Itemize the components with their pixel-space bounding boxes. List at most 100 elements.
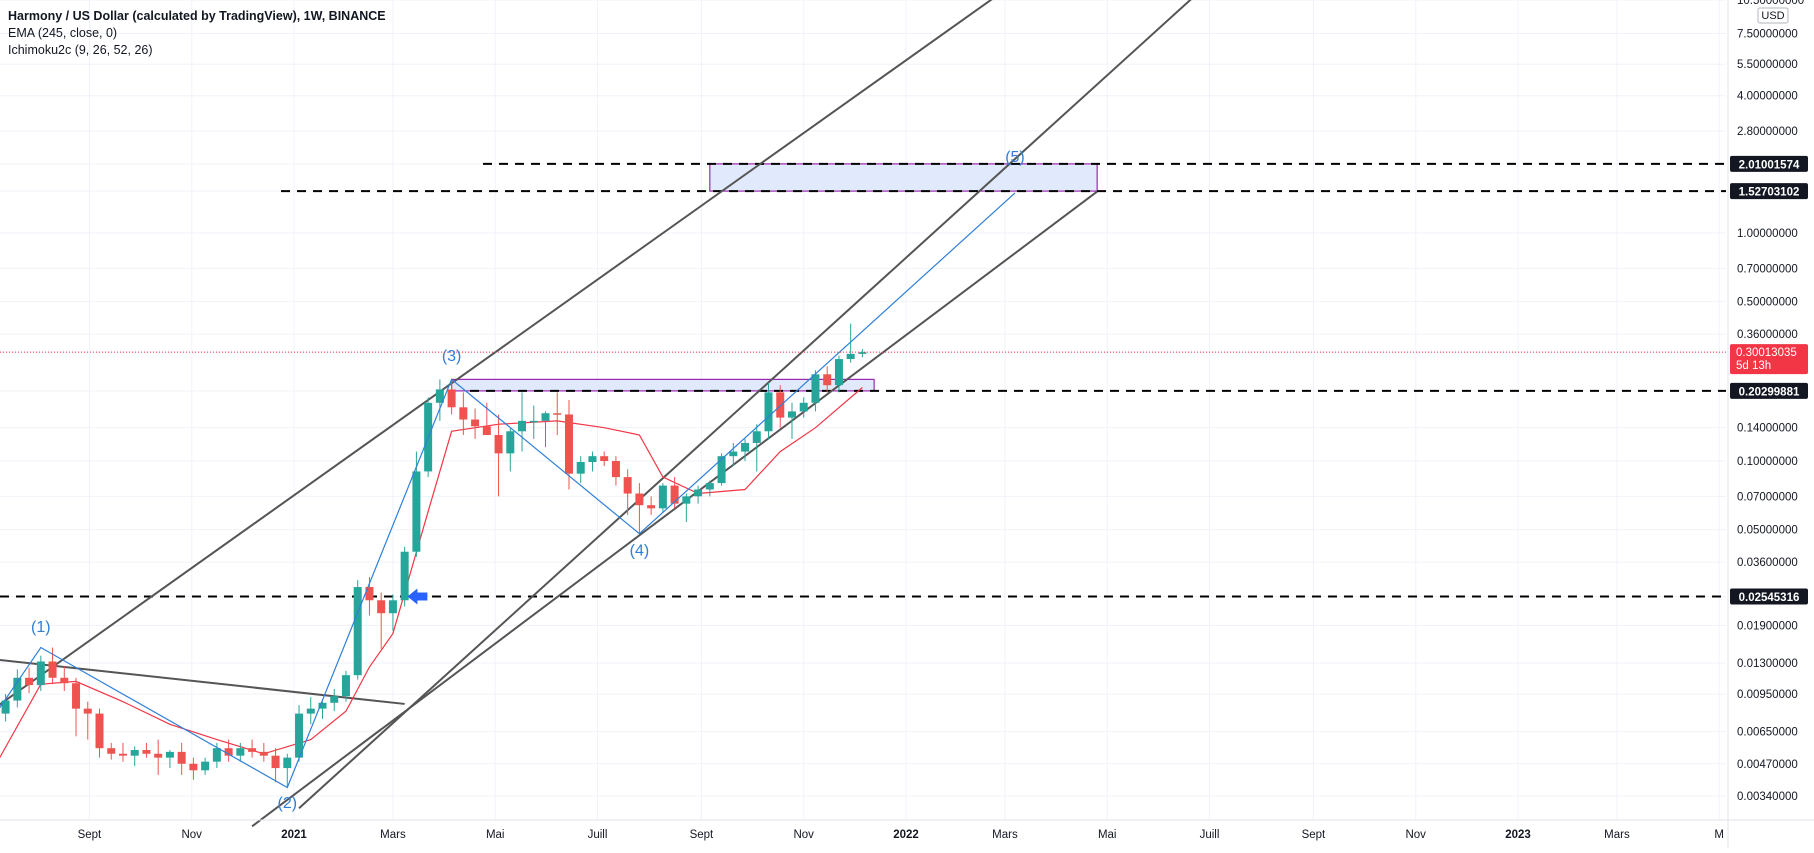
time-tick-label: 2021: [281, 829, 307, 841]
time-axis[interactable]: Sept Nov 2021 Mars Mai Juill Sept Nov 2022 Mars Ma…: [0, 819, 1814, 841]
candles: [1, 323, 867, 788]
candle[interactable]: [811, 370, 820, 412]
candle[interactable]: [564, 400, 573, 490]
channel-line[interactable]: [251, 190, 1098, 828]
candle-body: [541, 413, 550, 421]
candle[interactable]: [189, 757, 198, 780]
candle-body: [764, 392, 773, 432]
candle[interactable]: [13, 669, 22, 708]
candle[interactable]: [259, 742, 268, 762]
candle[interactable]: [647, 496, 656, 515]
candle[interactable]: [95, 708, 104, 758]
candle[interactable]: [25, 667, 34, 694]
candle[interactable]: [611, 456, 620, 486]
candle[interactable]: [494, 414, 503, 497]
candle[interactable]: [142, 742, 151, 758]
channel-line[interactable]: [0, 0, 1003, 709]
candle[interactable]: [447, 380, 456, 415]
candle[interactable]: [306, 697, 315, 725]
candle[interactable]: [670, 477, 679, 509]
candle[interactable]: [435, 379, 444, 421]
candle[interactable]: [717, 453, 726, 486]
price-tick-label: 0.36000000: [1737, 329, 1798, 341]
candle[interactable]: [118, 742, 127, 762]
candle[interactable]: [553, 392, 562, 436]
candle[interactable]: [154, 739, 163, 775]
candle[interactable]: [165, 750, 174, 769]
candle[interactable]: [729, 442, 738, 467]
candle[interactable]: [705, 480, 714, 497]
candle[interactable]: [283, 753, 292, 788]
ichimoku-indicator-label[interactable]: Ichimoku2c (9, 26, 52, 26): [8, 43, 153, 57]
candle[interactable]: [341, 670, 350, 702]
candle[interactable]: [201, 757, 210, 775]
candle[interactable]: [471, 408, 480, 439]
candle[interactable]: [799, 397, 808, 418]
candle[interactable]: [83, 701, 92, 740]
candle-body: [471, 419, 480, 427]
chart-legend: Harmony / US Dollar (calculated by Tradi…: [8, 8, 386, 59]
candle[interactable]: [682, 493, 691, 523]
candle[interactable]: [846, 323, 855, 363]
candle[interactable]: [694, 485, 703, 504]
candle[interactable]: [177, 742, 186, 775]
candle-body: [36, 661, 45, 686]
candle[interactable]: [330, 689, 339, 712]
candle[interactable]: [635, 483, 644, 534]
candle-body: [330, 696, 339, 703]
time-tick-label: Mars: [1604, 829, 1630, 841]
candle[interactable]: [60, 666, 69, 692]
candle-body: [201, 761, 210, 771]
candle[interactable]: [388, 594, 397, 631]
candle[interactable]: [764, 382, 773, 439]
candle[interactable]: [412, 451, 421, 557]
candle[interactable]: [236, 742, 245, 762]
candle-body: [13, 677, 22, 701]
candle[interactable]: [600, 451, 609, 467]
candle[interactable]: [506, 427, 515, 472]
symbol-title[interactable]: Harmony / US Dollar (calculated by Tradi…: [8, 9, 386, 23]
price-tick-label: 7.50000000: [1737, 28, 1798, 40]
candle[interactable]: [107, 742, 116, 760]
candle[interactable]: [623, 469, 632, 515]
ema-indicator-label[interactable]: EMA (245, close, 0): [8, 26, 118, 40]
candle[interactable]: [248, 739, 257, 758]
candle[interactable]: [271, 748, 280, 783]
candle[interactable]: [130, 746, 139, 766]
price-zone[interactable]: [451, 378, 875, 392]
candle[interactable]: [541, 411, 550, 448]
candle[interactable]: [741, 438, 750, 461]
time-tick-label: Nov: [1405, 829, 1426, 841]
elliott-wave-path[interactable]: [0, 192, 1016, 789]
candle[interactable]: [858, 348, 867, 358]
candle[interactable]: [72, 677, 81, 737]
candle[interactable]: [576, 456, 585, 484]
left-arrow-icon[interactable]: [407, 588, 428, 605]
candle-body: [118, 753, 127, 756]
candle[interactable]: [377, 592, 386, 649]
candle[interactable]: [318, 701, 327, 719]
candle[interactable]: [459, 392, 468, 436]
wave-label: (4): [630, 543, 650, 560]
horizontal-levels: [0, 162, 1726, 598]
channel-line[interactable]: [298, 0, 1203, 809]
candle[interactable]: [823, 366, 832, 393]
candle[interactable]: [529, 405, 538, 439]
candle[interactable]: [400, 546, 409, 607]
candle[interactable]: [834, 355, 843, 393]
candle[interactable]: [295, 705, 304, 762]
candle[interactable]: [787, 402, 796, 439]
candle[interactable]: [588, 451, 597, 472]
candle-body: [752, 431, 761, 443]
price-zone[interactable]: [709, 163, 1098, 192]
candle[interactable]: [752, 424, 761, 472]
candle[interactable]: [224, 739, 233, 762]
candle[interactable]: [353, 580, 362, 680]
price-axis[interactable]: 10.50000000 7.50000000 5.50000000 4.0000000…: [1727, 0, 1808, 848]
candle[interactable]: [36, 655, 45, 692]
candle-body: [353, 587, 362, 676]
candle[interactable]: [518, 392, 527, 452]
candle[interactable]: [658, 483, 667, 512]
